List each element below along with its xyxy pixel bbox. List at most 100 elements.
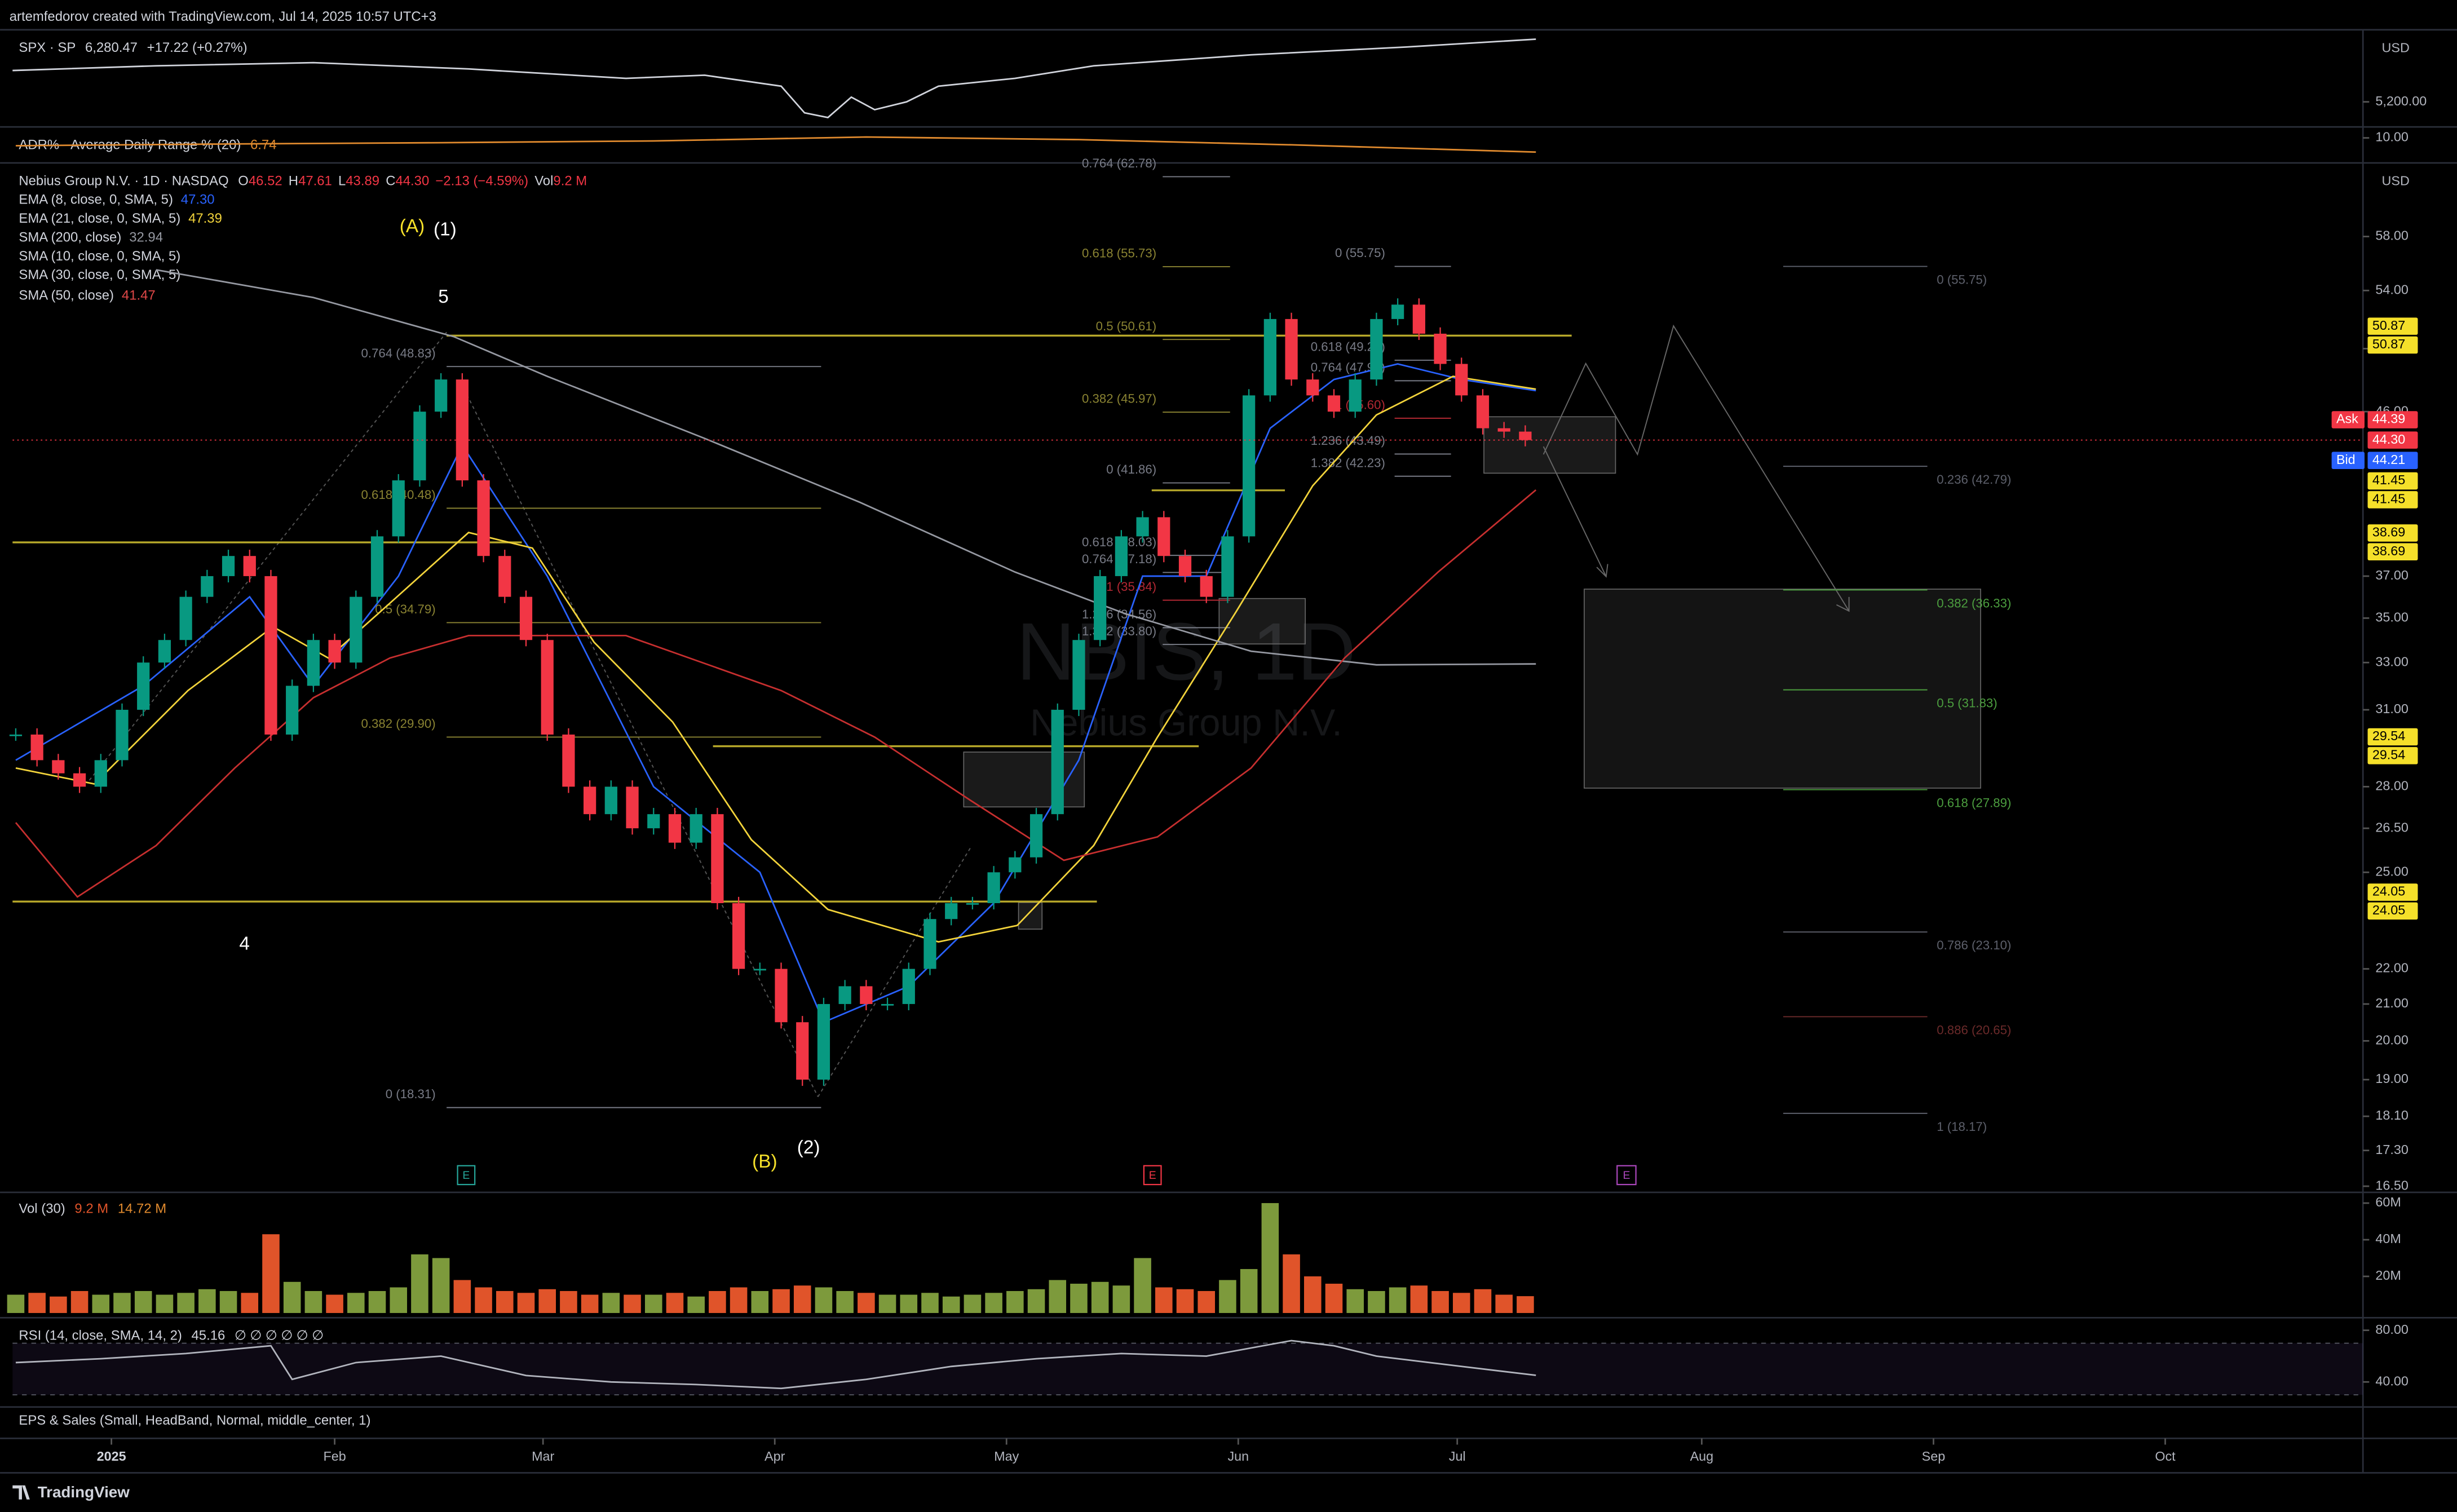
- legend: SMA (10, close, 0, SMA, 5): [19, 249, 180, 264]
- ohlc-value: 44.30: [395, 174, 429, 189]
- volume-bar: [198, 1289, 216, 1314]
- candle: [1221, 536, 1234, 597]
- y-tick-label: 60M: [2375, 1195, 2401, 1209]
- candle: [1370, 319, 1383, 380]
- x-tick-label: Mar: [532, 1449, 554, 1464]
- price-label-bg: [2367, 883, 2418, 901]
- event-icon[interactable]: [1143, 1165, 1162, 1186]
- legend-title: SMA (50, close): [19, 288, 114, 303]
- volume-bar: [730, 1287, 748, 1314]
- legend-value: 32.94: [129, 230, 163, 245]
- y-tick-label: 10.00: [2375, 130, 2408, 144]
- volume-key: Vol: [534, 174, 553, 189]
- event-icon[interactable]: [457, 1165, 476, 1186]
- candle: [604, 786, 617, 815]
- ohlc-key: C: [386, 174, 395, 189]
- legend-title: SMA (30, close, 0, SMA, 5): [19, 267, 180, 282]
- quote-bg: [2367, 411, 2418, 428]
- candle: [370, 536, 384, 597]
- volume-bar: [475, 1287, 492, 1314]
- quote-bg: [2367, 452, 2418, 469]
- event-icon[interactable]: [1616, 1165, 1637, 1186]
- fib-label: 1.382 (33.80): [1082, 624, 1156, 638]
- volume-bar: [304, 1291, 322, 1314]
- candle: [413, 412, 426, 481]
- x-tick-label: Feb: [323, 1449, 346, 1464]
- wave-label: (1): [434, 219, 457, 240]
- candle: [1243, 395, 1256, 537]
- price-label-bg: [2367, 491, 2418, 509]
- candle: [775, 969, 788, 1023]
- brand: TradingView: [38, 1483, 130, 1501]
- legend-value: 47.39: [188, 211, 222, 226]
- volume-bar: [1389, 1287, 1407, 1314]
- fib-label: 0.618 (55.73): [1082, 246, 1156, 260]
- y-tick-label: 21.00: [2375, 996, 2408, 1010]
- legend-value: 9.2 M: [74, 1201, 108, 1217]
- candle: [1072, 640, 1085, 710]
- volume-bar: [326, 1294, 343, 1314]
- change: −2.13 (−4.59%): [435, 174, 528, 189]
- volume-bar: [432, 1258, 450, 1314]
- candle: [1029, 814, 1043, 857]
- box: [1018, 902, 1043, 930]
- legend-title: Vol (30): [19, 1201, 65, 1217]
- legend: EMA (21, close, 0, SMA, 5) 47.39: [19, 211, 222, 226]
- volume-bar: [858, 1293, 875, 1314]
- y-tick-label: 37.00: [2375, 568, 2408, 582]
- volume-bar: [1452, 1293, 1470, 1314]
- legend: SMA (200, close) 32.94: [19, 230, 163, 245]
- price-label: 24.05: [2372, 903, 2405, 917]
- volume-bar: [1431, 1291, 1449, 1314]
- fib-label: 0 (41.86): [1106, 462, 1156, 476]
- fib-label: 0.618 (27.89): [1937, 796, 2011, 810]
- y-tick-label: 18.10: [2375, 1108, 2408, 1122]
- volume-bar: [1240, 1269, 1258, 1314]
- candle: [902, 969, 915, 1004]
- price-label-bg: [2367, 336, 2418, 354]
- volume-bar: [985, 1293, 1002, 1314]
- volume-bar: [1091, 1281, 1109, 1314]
- y-tick-label: 22.00: [2375, 961, 2408, 975]
- line: [12, 38, 1536, 118]
- candle: [1455, 364, 1468, 396]
- candle: [477, 480, 490, 556]
- volume-bar: [1219, 1280, 1236, 1314]
- volume-bar: [1261, 1203, 1279, 1314]
- volume-bar: [453, 1280, 471, 1314]
- fib-label: 0.382 (29.90): [361, 717, 435, 731]
- projection-arrow: [1543, 446, 1608, 578]
- candle: [1497, 428, 1510, 432]
- candle: [541, 640, 554, 735]
- y-tick-label: 40M: [2375, 1231, 2401, 1246]
- candle: [519, 596, 533, 640]
- event-label: E: [462, 1169, 470, 1182]
- candle: [1009, 857, 1022, 873]
- volume-bar: [1304, 1276, 1322, 1314]
- quote-name-bg: [2331, 411, 2365, 428]
- fib-label: 0.764 (48.83): [361, 346, 435, 360]
- legend-value: 41.47: [122, 288, 156, 303]
- volume-bar: [113, 1293, 131, 1314]
- quote-value: 44.30: [2372, 432, 2405, 446]
- candle: [1178, 556, 1192, 576]
- volume-value: 9.2 M: [553, 174, 587, 189]
- x-tick-label: Jun: [1227, 1449, 1249, 1464]
- x-tick-label: Jul: [1449, 1449, 1466, 1464]
- candle: [435, 379, 448, 412]
- brand-logo: [12, 1485, 30, 1500]
- candle: [9, 734, 23, 736]
- legend-title: EMA (21, close, 0, SMA, 5): [19, 211, 180, 226]
- candle: [1115, 536, 1128, 576]
- currency: USD: [2382, 40, 2410, 55]
- legend-na: ∅ ∅ ∅ ∅ ∅ ∅: [235, 1328, 324, 1343]
- candle: [456, 379, 469, 481]
- price-label: 24.05: [2372, 884, 2405, 899]
- candle: [1327, 395, 1341, 412]
- ohlc-value: 43.89: [346, 174, 379, 189]
- fib-label: 0.5 (34.79): [375, 602, 435, 616]
- header-text: artemfedorov created with TradingView.co…: [10, 9, 436, 24]
- candle: [732, 903, 745, 969]
- price-label: 38.69: [2372, 543, 2405, 558]
- candle: [1094, 576, 1107, 640]
